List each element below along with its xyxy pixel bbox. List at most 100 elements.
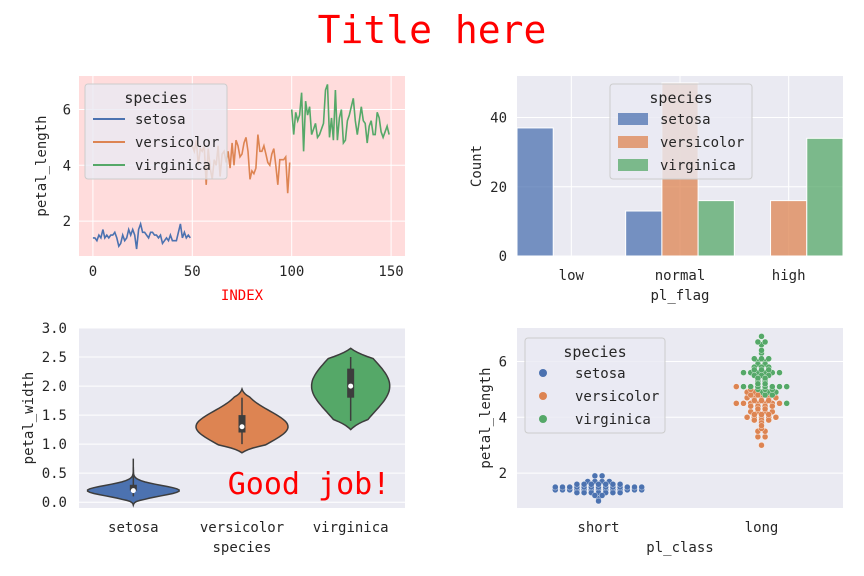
swarm-point-virginica <box>783 383 790 390</box>
y-tick-label: 3.0 <box>42 321 67 337</box>
y-axis-label: petal_length <box>34 115 50 216</box>
legend-label-virginica: virginica <box>660 158 736 174</box>
swarm-point-versicolor <box>751 416 758 424</box>
swarm-point-setosa <box>552 483 559 491</box>
swarm-point-setosa <box>580 481 588 488</box>
swarm-point-virginica <box>776 369 783 376</box>
swarm-point-setosa <box>566 483 573 491</box>
x-tick-label: 150 <box>378 264 403 280</box>
swarm-point-versicolor <box>772 414 780 421</box>
x-tick-label: low <box>559 268 585 284</box>
swarm-point-virginica <box>747 383 754 390</box>
x-tick-label: setosa <box>108 520 159 536</box>
swarm-point-setosa <box>591 472 599 480</box>
swarm-point-virginica <box>761 391 769 399</box>
swarm-point-virginica <box>758 355 765 362</box>
violin-box <box>347 368 355 398</box>
swarm-point-virginica <box>758 333 765 340</box>
swarm-point-versicolor <box>747 391 754 399</box>
swarm-point-setosa <box>616 489 624 496</box>
y-tick-label: 2.5 <box>42 350 67 366</box>
swarm-point-versicolor <box>758 442 765 449</box>
y-tick-label: 4 <box>63 158 71 174</box>
panel-bar-chart: 0 20 40 low normal high pl_flag Count species set… <box>469 76 844 304</box>
y-axis-label: Count <box>469 145 485 187</box>
swarm-point-versicolor <box>751 397 758 404</box>
swarm-point-setosa <box>598 492 606 499</box>
swarm-point-setosa <box>591 492 599 499</box>
swarm-point-virginica <box>740 383 747 390</box>
panel-swarm-chart: 2 4 6 short long pl_class petal_length species s… <box>478 328 843 556</box>
swarm-point-virginica <box>740 369 747 376</box>
swarm-point-virginica <box>751 355 758 362</box>
swarm-point-setosa <box>588 481 595 488</box>
violin-median <box>239 424 245 430</box>
swarm-point-setosa <box>573 481 581 488</box>
swarm-point-versicolor <box>765 411 772 418</box>
swarm-point-versicolor <box>733 383 740 390</box>
legend-box <box>524 337 666 434</box>
swarm-point-setosa <box>616 481 624 488</box>
y-tick-label: 1.0 <box>42 437 67 453</box>
legend-patch-setosa <box>618 113 648 125</box>
y-axis-label: petal_length <box>478 367 494 468</box>
y-tick-label: 6 <box>63 102 71 118</box>
y-tick-label: 40 <box>490 111 507 127</box>
y-tick-label: 2 <box>499 466 507 482</box>
series-line-setosa <box>92 221 191 250</box>
swarm-point-versicolor <box>769 402 776 410</box>
swarm-point-setosa <box>638 483 645 491</box>
legend-box <box>609 83 753 180</box>
swarm-point-versicolor <box>761 405 769 413</box>
annotation-text: Good job! <box>228 467 391 502</box>
panel-violin-chart: 0.0 0.5 1.0 1.5 2.0 2.5 3.0 setosa versicolor vir… <box>21 321 405 556</box>
violin-median <box>130 488 136 494</box>
swarm-point-virginica <box>751 366 758 374</box>
swarm-point-virginica <box>769 383 776 390</box>
swarm-point-virginica <box>776 383 783 390</box>
x-axis-label: species <box>212 540 271 556</box>
violin-box <box>238 415 246 433</box>
y-axis-label: petal_width <box>21 372 37 465</box>
x-axis-label: INDEX <box>221 288 264 304</box>
legend-label-setosa: setosa <box>135 112 186 128</box>
x-tick-label: virginica <box>313 520 389 536</box>
swarm-point-versicolor <box>758 411 765 418</box>
swarm-point-versicolor <box>765 416 772 424</box>
swarm-point-virginica <box>758 347 765 354</box>
swarm-point-virginica <box>761 375 769 382</box>
swarm-point-versicolor <box>740 400 747 407</box>
bar-versicolor <box>770 200 808 257</box>
swarm-point-setosa <box>624 483 631 491</box>
swarm-point-versicolor <box>758 397 765 404</box>
violin-box <box>129 484 137 491</box>
swarm-point-versicolor <box>765 397 772 404</box>
x-tick-label: high <box>772 268 806 284</box>
legend-label-setosa: setosa <box>660 112 711 128</box>
bar-setosa <box>625 210 663 257</box>
swarm-point-versicolor <box>754 405 762 413</box>
series-line-virginica <box>290 84 390 152</box>
swarm-point-virginica <box>783 400 790 407</box>
swarm-point-virginica <box>754 338 762 346</box>
swarm-point-setosa <box>631 483 638 491</box>
legend-title: species <box>563 343 626 361</box>
swarm-point-virginica <box>754 380 762 388</box>
swarm-point-virginica <box>754 375 762 382</box>
x-tick-label: 50 <box>184 264 201 280</box>
y-tick-label: 4 <box>499 410 507 426</box>
legend-dot-setosa <box>539 369 547 377</box>
swarm-point-virginica <box>758 366 765 374</box>
legend-label-versicolor: versicolor <box>135 135 219 151</box>
violin-median <box>348 383 354 389</box>
bar-virginica <box>806 137 844 257</box>
swarm-point-versicolor <box>751 411 758 418</box>
swarm-point-virginica <box>765 366 772 374</box>
x-tick-label: 0 <box>89 264 97 280</box>
legend-dot-versicolor <box>539 392 547 400</box>
swarm-point-setosa <box>598 472 606 480</box>
bar-setosa <box>516 127 554 257</box>
swarm-point-versicolor <box>743 414 751 421</box>
swarm-point-virginica <box>761 338 769 346</box>
x-axis-label: pl_flag <box>650 288 709 304</box>
